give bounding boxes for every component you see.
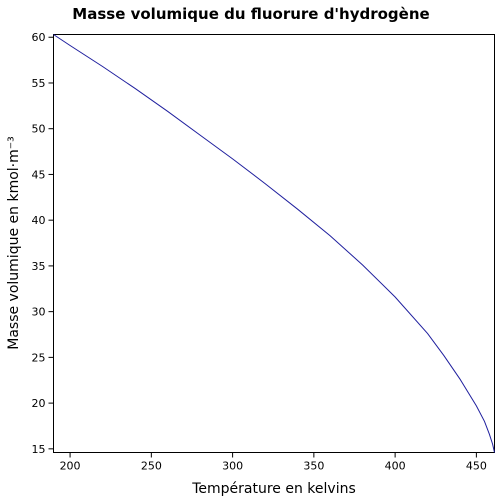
y-axis-label: Masse volumique en kmol·m⁻³ — [6, 136, 22, 350]
y-tick-label: 50 — [32, 123, 46, 136]
x-tick-label: 400 — [385, 460, 406, 473]
y-tick-label: 40 — [32, 214, 46, 227]
x-tick-label: 300 — [222, 460, 243, 473]
y-tick-label: 30 — [32, 306, 46, 319]
x-axis: 200 250 300 350 400 450 — [60, 452, 487, 473]
chart-title: Masse volumique du fluorure d'hydrogène — [72, 5, 429, 23]
x-axis-label: Température en kelvins — [191, 481, 356, 497]
y-tick-label: 20 — [32, 397, 46, 410]
y-tick-label: 60 — [32, 31, 46, 44]
plot-frame — [53, 34, 495, 453]
y-tick-label: 35 — [32, 260, 46, 273]
y-axis: 15 20 25 30 35 40 45 50 55 60 — [32, 31, 54, 456]
y-tick-label: 15 — [32, 443, 46, 456]
x-tick-label: 200 — [60, 460, 81, 473]
y-tick-label: 25 — [32, 351, 46, 364]
y-tick-label: 55 — [32, 77, 46, 90]
y-tick-label: 45 — [32, 168, 46, 181]
plot-area: 15 20 25 30 35 40 45 50 55 60 200 250 300 350 400 450 — [32, 31, 495, 473]
x-tick-label: 250 — [141, 460, 162, 473]
x-tick-label: 350 — [303, 460, 324, 473]
x-tick-label: 450 — [466, 460, 487, 473]
density-curve — [53, 34, 495, 453]
